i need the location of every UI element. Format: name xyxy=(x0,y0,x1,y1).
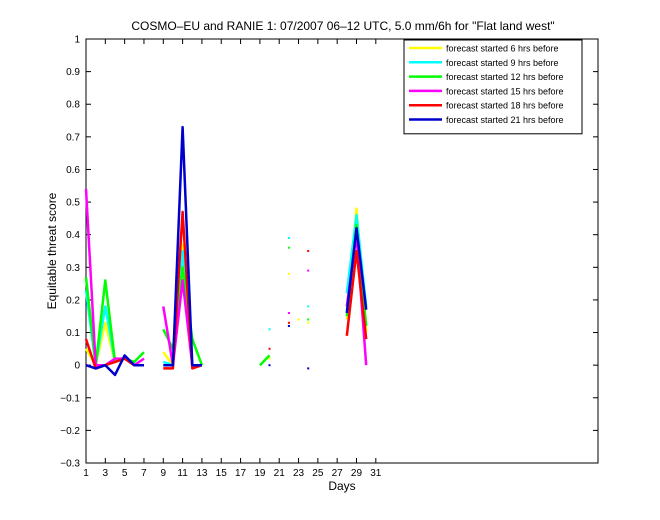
legend-item: forecast started 15 hrs before xyxy=(409,86,564,96)
data-point xyxy=(307,269,310,272)
data-point xyxy=(287,246,290,249)
legend-box xyxy=(403,39,583,135)
y-tick-label: 0 xyxy=(74,361,80,372)
x-tick-label: 31 xyxy=(370,468,382,479)
legend-item: forecast started 9 hrs before xyxy=(409,58,559,68)
series-line xyxy=(259,354,271,367)
x-tick-label: 7 xyxy=(141,468,147,479)
y-tick-label: 0.8 xyxy=(66,100,80,111)
y-tick-label: 0.2 xyxy=(66,295,80,306)
y-tick-label: 0.7 xyxy=(66,132,80,143)
x-tick-label: 19 xyxy=(254,468,266,479)
x-tick-label: 29 xyxy=(351,468,363,479)
series-line xyxy=(163,210,203,370)
series-line xyxy=(345,249,368,340)
series-6 xyxy=(85,125,368,377)
y-tick-label: 0.1 xyxy=(66,328,80,339)
data-point xyxy=(268,347,271,350)
y-tick-label: 1 xyxy=(74,35,80,46)
x-tick-label: 15 xyxy=(216,468,228,479)
data-point xyxy=(307,305,310,308)
y-axis: −0.3 −0.2 −0.1 0 0.1 0.2 0.3 0.4 0.5 0.6 0.7 0.8 0.9… xyxy=(60,35,598,470)
data-point xyxy=(287,321,290,324)
data-point xyxy=(297,318,300,321)
y-tick-label: 0.6 xyxy=(66,165,80,176)
y-tick-label: −0.1 xyxy=(60,393,80,404)
legend-label: forecast started 15 hrs before xyxy=(446,86,564,96)
legend-item: forecast started 21 hrs before xyxy=(409,115,564,125)
legend-label: forecast started 9 hrs before xyxy=(446,58,559,68)
data-point xyxy=(268,357,271,360)
y-axis-label: Equitable threat score xyxy=(45,192,59,309)
series-line xyxy=(345,226,368,314)
x-tick-label: 27 xyxy=(332,468,344,479)
x-tick-label: 1 xyxy=(83,468,89,479)
data-point xyxy=(287,272,290,275)
legend: forecast started 6 hrs before forecast st… xyxy=(403,39,583,135)
series-line xyxy=(163,125,202,367)
x-tick-label: 13 xyxy=(196,468,208,479)
data-point xyxy=(268,364,271,367)
data-point xyxy=(287,312,290,314)
legend-label: forecast started 21 hrs before xyxy=(446,115,564,125)
data-point xyxy=(268,328,271,331)
x-tick-label: 11 xyxy=(177,468,188,479)
x-axis: 1 3 5 7 9 11 13 15 17 19 21 23 25 27 29 31 xyxy=(83,39,382,479)
data-point xyxy=(307,321,310,324)
legend-label: forecast started 6 hrs before xyxy=(446,44,559,54)
y-tick-label: −0.2 xyxy=(60,426,80,437)
series-line xyxy=(85,354,144,377)
y-tick-label: 0.3 xyxy=(66,263,80,274)
x-tick-label: 23 xyxy=(293,468,305,479)
series-layer xyxy=(84,125,368,377)
legend-label: forecast started 12 hrs before xyxy=(446,72,564,82)
data-point xyxy=(287,237,290,239)
x-tick-label: 17 xyxy=(235,468,247,479)
x-tick-label: 9 xyxy=(161,468,167,479)
x-axis-label: Days xyxy=(328,479,355,493)
y-tick-label: −0.3 xyxy=(60,459,80,470)
y-tick-label: 0.9 xyxy=(66,67,80,78)
y-tick-label: 0.4 xyxy=(66,230,80,241)
legend-item: forecast started 18 hrs before xyxy=(409,101,564,111)
y-tick-label: 0.5 xyxy=(66,198,80,209)
x-tick-label: 3 xyxy=(103,468,109,479)
legend-item: forecast started 12 hrs before xyxy=(409,72,564,82)
x-tick-label: 5 xyxy=(122,468,128,479)
data-point xyxy=(307,367,310,370)
data-point xyxy=(307,318,310,321)
data-point xyxy=(307,250,310,252)
x-tick-label: 21 xyxy=(274,468,286,479)
legend-label: forecast started 18 hrs before xyxy=(446,101,564,111)
legend-item: forecast started 6 hrs before xyxy=(409,44,559,54)
chart-title: COSMO–EU and RANIE 1: 07/2007 06–12 UTC,… xyxy=(131,19,554,33)
x-tick-label: 25 xyxy=(312,468,324,479)
data-point xyxy=(287,325,290,327)
